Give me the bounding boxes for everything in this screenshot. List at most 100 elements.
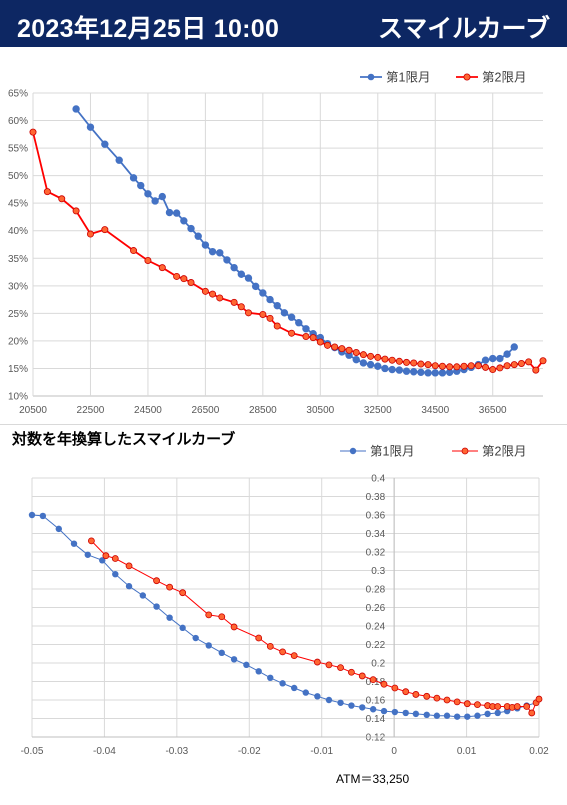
data-point — [112, 571, 119, 578]
data-point — [325, 696, 333, 704]
data-point — [395, 366, 404, 374]
legend-marker — [367, 73, 375, 81]
data-point — [230, 263, 238, 272]
data-point — [129, 174, 138, 182]
y-tick-label: 0.2 — [371, 659, 385, 670]
data-point — [290, 684, 298, 692]
data-point — [369, 676, 377, 684]
data-point — [102, 552, 110, 560]
x-tick-label: 22500 — [77, 405, 105, 416]
data-point — [84, 551, 91, 558]
data-point — [173, 272, 181, 280]
data-point — [99, 557, 106, 564]
data-point — [460, 362, 468, 370]
data-point — [201, 287, 209, 295]
data-point — [125, 562, 133, 570]
page-header: 2023年12月25日 10:00 スマイルカーブ — [0, 0, 567, 47]
data-point — [494, 709, 501, 717]
data-point — [266, 642, 274, 650]
data-point — [528, 709, 536, 717]
y-tick-label: 30% — [8, 281, 28, 292]
data-point — [489, 366, 497, 374]
data-point — [359, 351, 367, 359]
header-title: スマイルカーブ — [378, 14, 551, 43]
data-point — [532, 366, 540, 374]
data-point — [244, 274, 253, 282]
y-tick-label: 25% — [8, 309, 28, 320]
data-point — [179, 624, 186, 632]
header-date: 2023年12月25日 10:00 — [17, 15, 280, 43]
data-point — [302, 689, 309, 696]
data-point — [267, 674, 274, 681]
data-point — [153, 577, 160, 585]
data-point — [423, 692, 431, 700]
data-point — [115, 156, 123, 164]
data-point — [192, 634, 199, 642]
data-point — [194, 232, 202, 240]
data-point — [187, 279, 195, 287]
data-point — [179, 589, 187, 597]
data-point — [381, 355, 389, 363]
y-tick-label: 55% — [8, 144, 28, 155]
data-point — [86, 230, 94, 238]
data-point — [209, 290, 217, 298]
log-smile-curve-svg: -0.05 -0.04 -0.03 -0.02 -0.01 0 0.01 0.02 0.12 0.… — [21, 445, 550, 787]
data-point — [348, 668, 355, 676]
y-tick-label: 0.36 — [366, 511, 386, 522]
data-point — [374, 353, 382, 361]
data-point — [295, 319, 303, 327]
y-tick-label: 0.28 — [366, 585, 386, 596]
legend-label: 第1限月 — [386, 71, 430, 85]
y-tick-label: 0.16 — [366, 696, 386, 707]
legend-label: 第2限月 — [482, 71, 526, 85]
data-point — [352, 348, 360, 356]
data-point — [367, 352, 375, 360]
data-point — [166, 614, 173, 621]
data-point — [443, 712, 451, 719]
data-point — [517, 359, 525, 367]
data-point — [412, 691, 420, 698]
data-point — [417, 360, 425, 368]
x-tick-label: 24500 — [134, 405, 162, 416]
x-tick-label: -0.04 — [93, 746, 116, 757]
data-point — [314, 693, 321, 700]
data-point — [313, 658, 321, 666]
data-point — [431, 362, 439, 370]
data-point — [433, 694, 441, 702]
data-point — [535, 695, 543, 703]
y-tick-label: 0.34 — [366, 529, 386, 540]
y-tick-label: 0.22 — [366, 640, 386, 651]
data-point — [412, 710, 420, 718]
data-point — [309, 334, 317, 342]
y-tick-label: 20% — [8, 336, 28, 347]
y-tick-label: 0.18 — [366, 677, 386, 688]
data-point — [337, 664, 344, 672]
data-point — [144, 256, 152, 264]
x-tick-label: -0.03 — [165, 746, 188, 757]
data-point — [101, 140, 109, 148]
data-point — [166, 583, 174, 591]
data-point — [266, 295, 274, 304]
data-point — [503, 707, 511, 715]
data-point — [443, 696, 451, 704]
log-annualized-smile-curve-chart: -0.05 -0.04 -0.03 -0.02 -0.01 0 0.01 0.02 0.12 0.… — [0, 424, 567, 805]
data-point — [288, 329, 296, 337]
data-point — [391, 708, 399, 716]
data-point — [125, 583, 133, 590]
data-point — [230, 656, 238, 663]
data-point — [165, 208, 174, 217]
data-point — [273, 301, 281, 310]
x-tick-label: -0.02 — [238, 746, 261, 757]
x-tick-label: 0 — [391, 746, 397, 757]
data-point — [366, 360, 375, 369]
y-tick-label: 0.3 — [371, 566, 385, 577]
data-point — [345, 346, 353, 354]
y-tick-label: 45% — [8, 199, 28, 210]
legend-label: 第1限月 — [370, 445, 414, 459]
y-tick-label: 0.14 — [366, 714, 386, 725]
data-point — [467, 362, 475, 370]
data-point — [111, 555, 119, 562]
data-point — [325, 661, 333, 669]
data-point — [337, 699, 344, 706]
data-point — [446, 363, 454, 371]
